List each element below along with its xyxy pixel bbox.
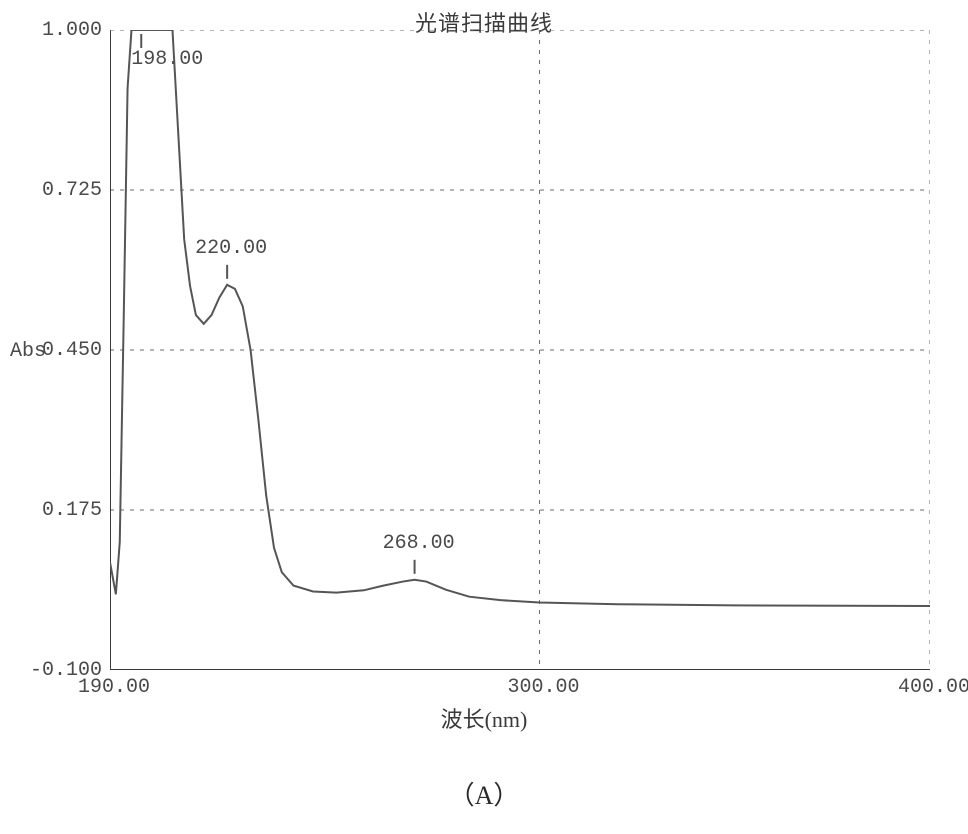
x-tick-label: 300.00 [508, 676, 580, 699]
plot-area [110, 30, 930, 670]
y-tick-label: 0.175 [42, 499, 102, 522]
peak-label: 198.00 [131, 48, 203, 71]
figure-caption: （A） [0, 775, 968, 812]
peak-label: 268.00 [383, 532, 455, 555]
y-tick-label: 0.725 [42, 179, 102, 202]
x-axis-label: 波长(nm) [0, 702, 968, 734]
peak-label: 220.00 [195, 237, 267, 260]
figure-container: 光谱扫描曲线 Abs -0.1000.1750.4500.7251.000190… [0, 0, 968, 834]
x-tick-label: 400.00 [898, 676, 968, 699]
y-axis-label: Abs [10, 340, 46, 363]
x-tick-label: 190.00 [78, 676, 150, 699]
y-tick-label: 0.450 [42, 339, 102, 362]
y-tick-label: 1.000 [42, 19, 102, 42]
